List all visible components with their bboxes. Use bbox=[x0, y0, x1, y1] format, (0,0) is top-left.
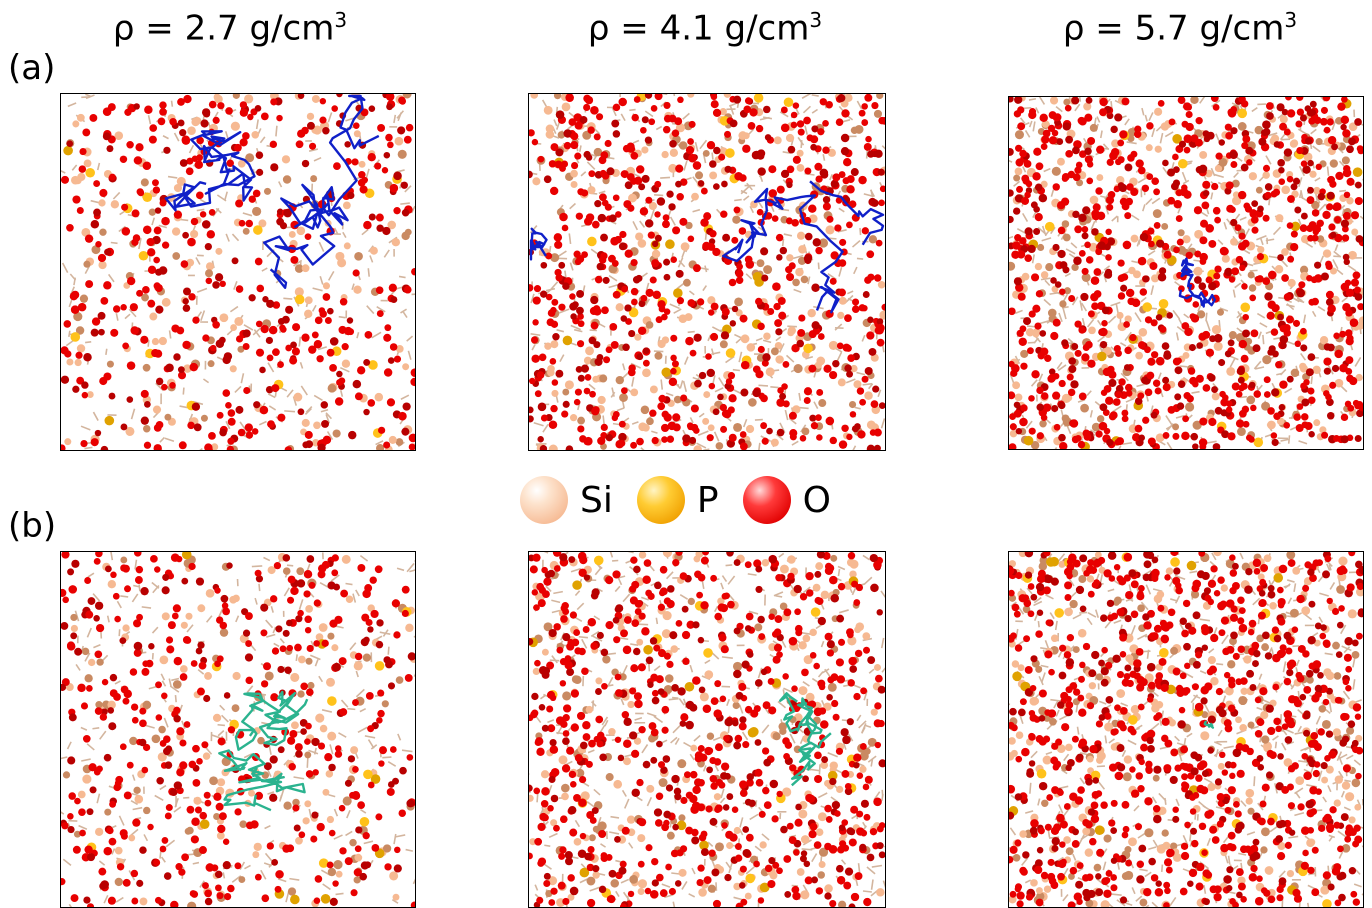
legend-label: Si bbox=[580, 480, 613, 521]
density-exponent: 3 bbox=[334, 8, 347, 32]
legend-item-o: O bbox=[743, 476, 831, 524]
row-label-b: (b) bbox=[8, 506, 56, 546]
density-exponent: 3 bbox=[1284, 8, 1297, 32]
panel-b-high-density bbox=[1008, 551, 1364, 908]
row-label-a: (a) bbox=[8, 48, 55, 88]
panel-a-high-density bbox=[1008, 96, 1364, 450]
panel-a-mid-density bbox=[528, 93, 886, 451]
atom-snapshot bbox=[529, 94, 885, 450]
atom-snapshot bbox=[1009, 97, 1363, 449]
panel-b-low-density bbox=[60, 551, 416, 908]
legend-label: P bbox=[697, 480, 719, 521]
legend-label: O bbox=[803, 480, 831, 521]
o-atom-icon bbox=[743, 476, 791, 524]
density-label: ρ = 5.7 g/cm bbox=[1063, 8, 1284, 48]
panel-b-mid-density bbox=[528, 551, 886, 908]
atom-snapshot bbox=[61, 552, 415, 907]
density-label: ρ = 4.1 g/cm bbox=[588, 8, 809, 48]
legend-item-p: P bbox=[637, 476, 719, 524]
atom-legend: Si P O bbox=[520, 472, 845, 528]
atom-snapshot bbox=[529, 552, 885, 907]
density-exponent: 3 bbox=[809, 8, 822, 32]
density-label: ρ = 2.7 g/cm bbox=[113, 8, 334, 48]
column-title-3: ρ = 5.7 g/cm3 bbox=[1000, 8, 1360, 48]
atom-snapshot bbox=[1009, 552, 1363, 907]
p-atom-icon bbox=[637, 476, 685, 524]
legend-item-si: Si bbox=[520, 476, 613, 524]
panel-a-low-density bbox=[60, 93, 416, 451]
atom-snapshot bbox=[61, 94, 415, 450]
column-title-2: ρ = 4.1 g/cm3 bbox=[525, 8, 885, 48]
si-atom-icon bbox=[520, 476, 568, 524]
column-title-1: ρ = 2.7 g/cm3 bbox=[50, 8, 410, 48]
